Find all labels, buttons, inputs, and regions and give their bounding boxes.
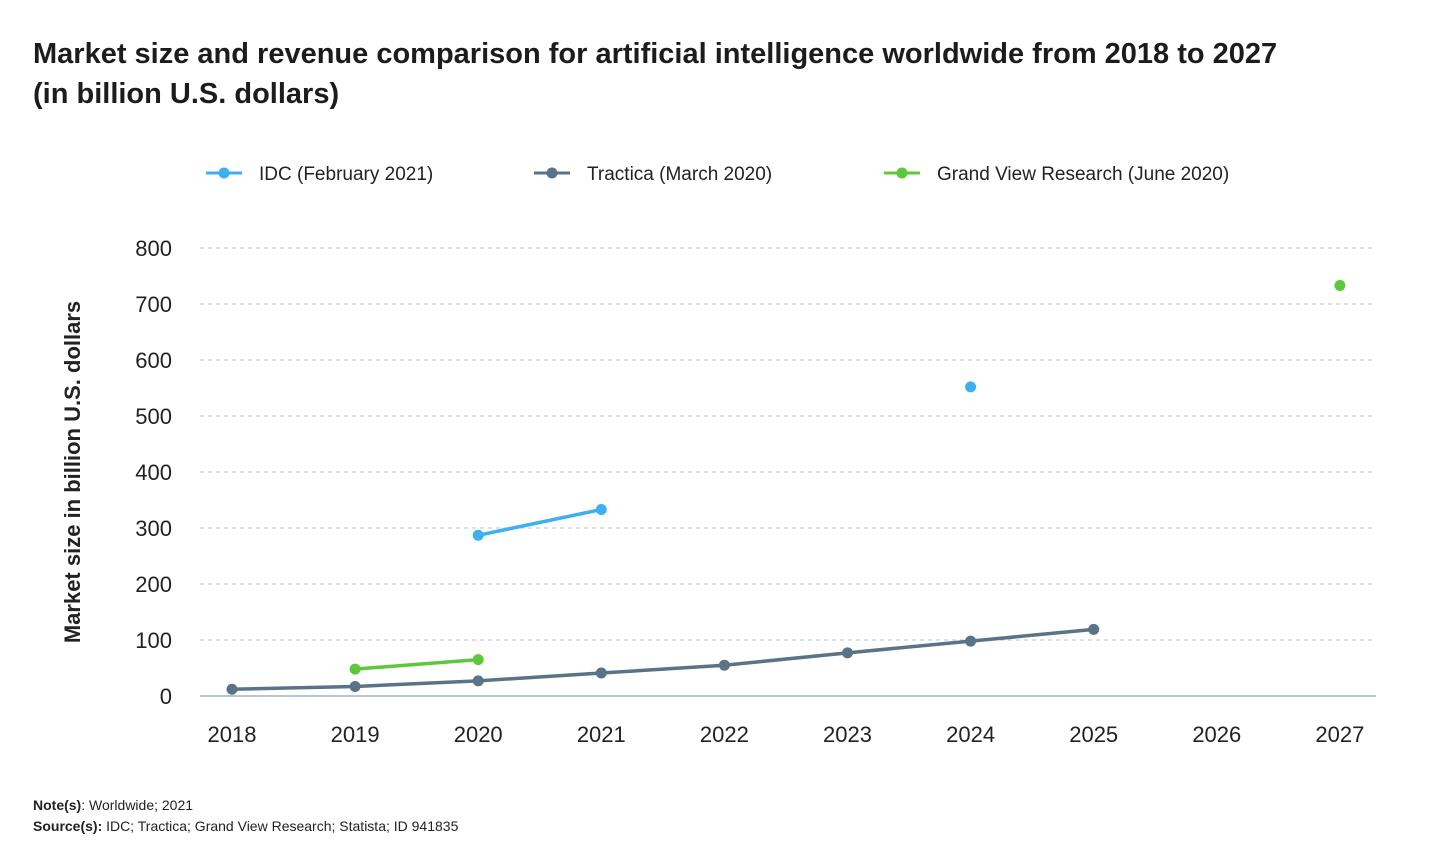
source-line: Source(s): IDC; Tractica; Grand View Res… — [33, 818, 458, 834]
legend-swatch-marker — [896, 167, 908, 179]
x-tick-label: 2025 — [1069, 722, 1118, 747]
series-line — [476, 507, 604, 538]
y-tick-label: 0 — [160, 684, 172, 709]
y-tick-label: 800 — [135, 236, 172, 261]
y-tick-label: 100 — [135, 628, 172, 653]
chart-title: Market size and revenue comparison for a… — [33, 38, 1278, 110]
data-point — [472, 529, 484, 541]
x-tick-label: 2022 — [700, 722, 749, 747]
data-point — [718, 659, 730, 671]
x-tick-label: 2026 — [1192, 722, 1241, 747]
x-tick-label: 2020 — [454, 722, 503, 747]
x-tick-label: 2027 — [1315, 722, 1364, 747]
data-point — [1088, 623, 1100, 635]
data-point — [842, 647, 853, 659]
data-point — [472, 654, 484, 666]
data-point — [349, 663, 361, 675]
note-line: Note(s): Worldwide; 2021 — [33, 797, 193, 813]
source-label: Source(s): — [33, 818, 103, 834]
legend-label: Tractica (March 2020) — [587, 164, 772, 185]
x-tick-label: 2018 — [208, 722, 257, 747]
data-point — [1334, 280, 1346, 292]
note-text: : Worldwide; 2021 — [81, 797, 194, 813]
source-text: IDC; Tractica; Grand View Research; Stat… — [102, 818, 459, 834]
note-label: Note(s) — [33, 797, 82, 813]
y-tick-label: 400 — [135, 460, 172, 485]
y-tick-label: 600 — [135, 348, 172, 373]
legend-label: IDC (February 2021) — [259, 164, 433, 185]
legend-label: Grand View Research (June 2020) — [937, 164, 1229, 185]
data-point — [349, 680, 361, 692]
y-tick-label: 200 — [135, 572, 172, 597]
data-point — [595, 667, 607, 679]
data-point — [226, 683, 238, 695]
y-axis-label: Market size in billion U.S. dollars — [60, 301, 85, 643]
data-point — [595, 504, 607, 516]
data-point — [965, 381, 977, 393]
x-tick-label: 2019 — [331, 722, 380, 747]
y-tick-label: 300 — [135, 516, 172, 541]
series-line — [353, 657, 480, 671]
y-tick-label: 500 — [135, 404, 172, 429]
data-point — [965, 635, 977, 647]
y-tick-label: 700 — [135, 292, 172, 317]
x-tick-label: 2021 — [577, 722, 626, 747]
series-line — [230, 627, 1096, 692]
x-tick-label: 2023 — [823, 722, 872, 747]
data-point — [472, 675, 484, 687]
legend-swatch-marker — [218, 167, 230, 179]
legend-swatch-marker — [546, 167, 558, 179]
x-tick-label: 2024 — [946, 722, 995, 747]
